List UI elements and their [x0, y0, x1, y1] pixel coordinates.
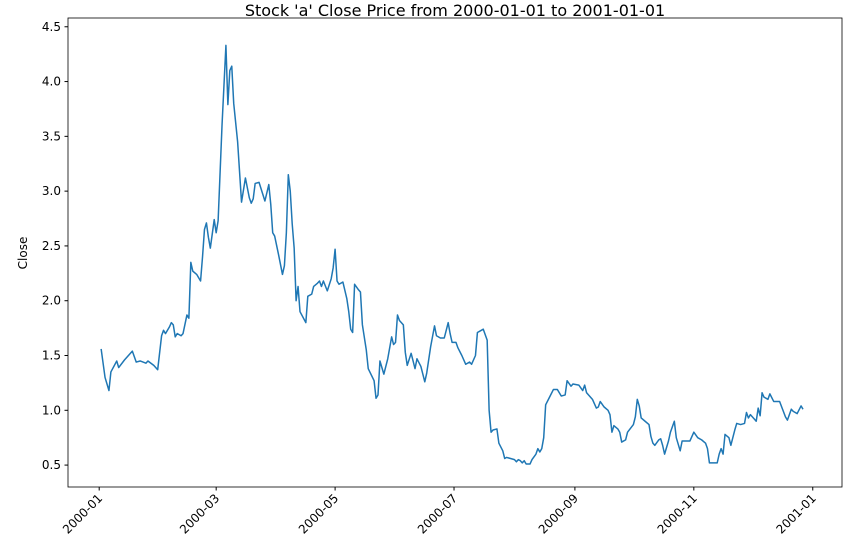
- y-tick-label: 1.5: [42, 349, 61, 363]
- y-tick-label: 2.5: [42, 239, 61, 253]
- y-tick-label: 4.5: [42, 20, 61, 34]
- y-tick-label: 1.0: [42, 403, 61, 417]
- y-tick-label: 0.5: [42, 458, 61, 472]
- x-tick-label: 2000-01: [60, 491, 105, 536]
- y-axis-label: Close: [16, 237, 30, 270]
- y-tick-label: 4.0: [42, 75, 61, 89]
- plot-frame: [67, 17, 843, 488]
- x-tick-label: 2000-07: [415, 491, 460, 536]
- y-tick-label: 2.0: [42, 294, 61, 308]
- x-tick-label: 2001-01: [774, 491, 819, 536]
- line-series: [100, 44, 804, 465]
- y-tick-label: 3.0: [42, 184, 61, 198]
- y-tick-label: 3.5: [42, 129, 61, 143]
- chart-title: Stock 'a' Close Price from 2000-01-01 to…: [245, 1, 665, 20]
- x-tick-label: 2000-03: [177, 491, 222, 536]
- x-tick-label: 2000-11: [655, 491, 700, 536]
- x-tick-label: 2000-09: [536, 491, 581, 536]
- x-tick-label: 2000-05: [296, 491, 341, 536]
